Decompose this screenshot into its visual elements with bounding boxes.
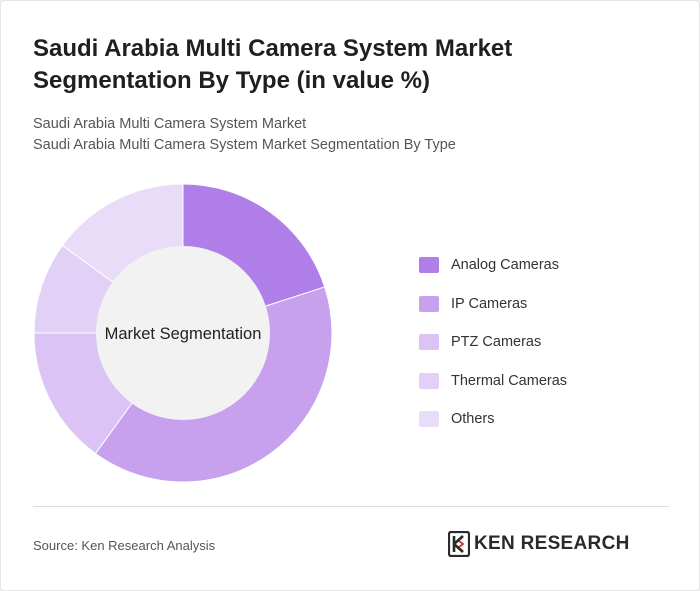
donut-chart: Market Segmentation [33, 183, 333, 483]
legend-swatch [419, 411, 439, 428]
subtitle-line-1: Saudi Arabia Multi Camera System Market [33, 116, 307, 132]
center-label: Market Segmentation [105, 325, 262, 343]
legend-item-ip-cameras: IP Cameras [419, 285, 669, 324]
legend-label: Others [451, 411, 495, 428]
subtitle-line-2: Saudi Arabia Multi Camera System Market … [33, 137, 456, 153]
source-note: Source: Ken Research Analysis [33, 538, 216, 553]
ken-research-logo: KEN RESEARCH [448, 531, 630, 557]
chart-subtitle: Saudi Arabia Multi Camera System Market … [33, 114, 653, 156]
legend-label: Thermal Cameras [451, 372, 568, 389]
ken-research-logo-text: KEN RESEARCH [474, 533, 630, 554]
ken-research-logo-icon [448, 531, 470, 557]
legend-swatch [419, 372, 439, 389]
legend-label: PTZ Cameras [451, 334, 542, 351]
legend-swatch [419, 295, 439, 312]
legend-item-thermal-cameras: Thermal Cameras [419, 362, 669, 401]
footer-divider [33, 506, 669, 507]
legend-item-analog-cameras: Analog Cameras [419, 246, 669, 285]
legend-label: Analog Cameras [451, 257, 559, 274]
legend-swatch [419, 334, 439, 351]
legend-item-others: Others [419, 400, 669, 439]
chart-title: Saudi Arabia Multi Camera System Market … [33, 35, 513, 94]
legend-label: IP Cameras [451, 295, 528, 312]
legend-item-ptz-cameras: PTZ Cameras [419, 323, 669, 362]
legend: Analog Cameras IP Cameras PTZ Cameras Therm… [419, 246, 669, 439]
donut-hole [96, 246, 270, 420]
legend-swatch [419, 257, 439, 274]
